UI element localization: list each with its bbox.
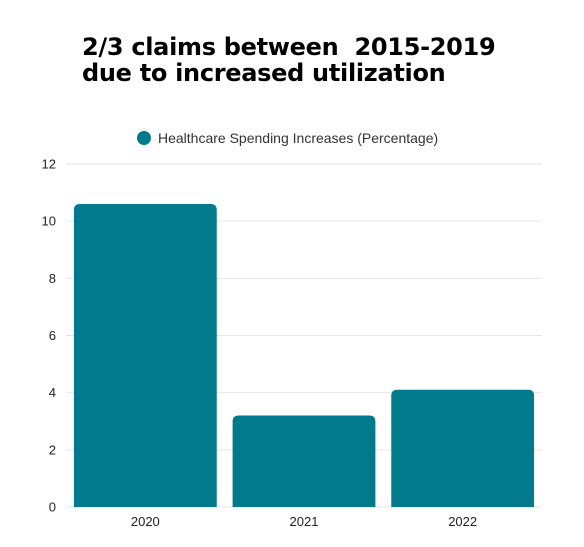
bar-2021 bbox=[232, 415, 376, 507]
y-tick-label: 8 bbox=[49, 271, 56, 286]
y-tick-label: 0 bbox=[49, 500, 56, 515]
chart-title: 2/3 claims between 2015-2019 due to incr… bbox=[82, 34, 562, 86]
y-tick-label: 10 bbox=[42, 214, 56, 229]
x-tick-label: 2020 bbox=[131, 514, 160, 529]
x-axis: 2020 2021 2022 bbox=[131, 514, 477, 529]
bars bbox=[73, 204, 535, 507]
chart-legend: Healthcare Spending Increases (Percentag… bbox=[137, 129, 438, 147]
chart-title-line-1: 2/3 claims between 2015-2019 bbox=[82, 33, 496, 61]
y-tick-label: 4 bbox=[49, 385, 56, 400]
chart-title-line-2: due to increased utilization bbox=[82, 59, 446, 87]
bar-2022 bbox=[391, 389, 535, 507]
x-tick-label: 2022 bbox=[448, 514, 477, 529]
y-tick-label: 6 bbox=[49, 328, 56, 343]
legend-swatch bbox=[137, 131, 151, 145]
legend-label: Healthcare Spending Increases (Percentag… bbox=[158, 130, 439, 146]
bar-2020 bbox=[73, 204, 217, 507]
x-tick-label: 2021 bbox=[290, 514, 319, 529]
y-tick-label: 12 bbox=[42, 157, 56, 172]
y-tick-label: 2 bbox=[49, 442, 56, 457]
y-axis: 0 2 4 6 8 10 12 bbox=[42, 157, 56, 515]
